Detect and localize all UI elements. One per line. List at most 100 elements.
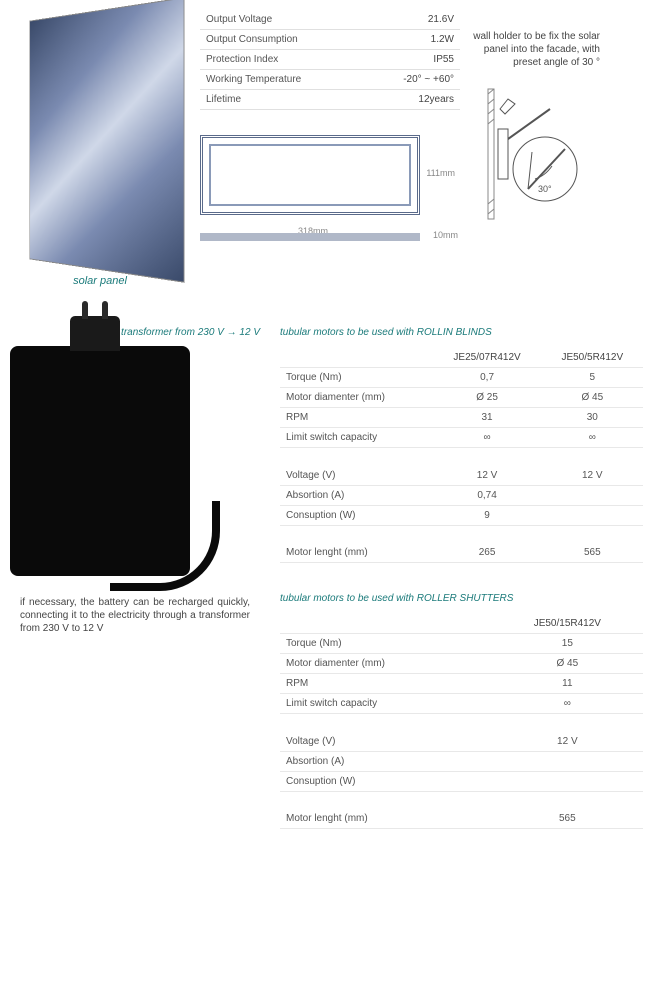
angle-label: 30° — [538, 184, 552, 194]
spec-value: -20° ~ +60° — [364, 70, 460, 90]
motor-value — [542, 485, 643, 505]
motor-col-header: JE50/5R412V — [542, 348, 643, 368]
spec-value: 12years — [364, 90, 460, 110]
motor-value — [492, 751, 643, 771]
side-view-drawing: 10mm — [200, 233, 420, 241]
spec-value: 1.2W — [364, 30, 460, 50]
motor-param: Consuption (W) — [280, 771, 492, 791]
wall-holder-diagram: 30° — [480, 84, 600, 224]
motor-tables-column: tubular motors to be used with ROLLIN BL… — [280, 327, 643, 859]
spec-name: Output Voltage — [200, 10, 364, 30]
spec-table: Output Voltage21.6VOutput Consumption1.2… — [200, 10, 460, 110]
spec-row: Output Consumption1.2W — [200, 30, 460, 50]
motor-row: Voltage (V)12 V — [280, 732, 643, 752]
motor-param: Torque (Nm) — [280, 634, 492, 654]
spec-name: Working Temperature — [200, 70, 364, 90]
motor-param: Absortion (A) — [280, 751, 492, 771]
motor-value: 565 — [492, 809, 643, 829]
motor-row: RPM3130 — [280, 408, 643, 428]
motor-value: Ø 45 — [542, 388, 643, 408]
wall-holder-note: wall holder to be fix the solar panel in… — [470, 30, 600, 69]
spec-row: Output Voltage21.6V — [200, 10, 460, 30]
front-view-drawing: 111mm 318mm — [200, 135, 420, 215]
spec-value: 21.6V — [364, 10, 460, 30]
motor-param: Motor diamenter (mm) — [280, 388, 433, 408]
motor-row: RPM11 — [280, 674, 643, 694]
motor-value: 12 V — [433, 466, 542, 486]
motor-row: Consuption (W)9 — [280, 505, 643, 525]
spec-name: Output Consumption — [200, 30, 364, 50]
motor-param: Motor lenght (mm) — [280, 809, 492, 829]
motor-value: 0,74 — [433, 485, 542, 505]
motor-row: Torque (Nm)15 — [280, 634, 643, 654]
motor-row: Absortion (A)0,74 — [280, 485, 643, 505]
spec-name: Lifetime — [200, 90, 364, 110]
motor-value — [492, 771, 643, 791]
motor-value: 30 — [542, 408, 643, 428]
motor-value: Ø 45 — [492, 654, 643, 674]
motor-param: Limit switch capacity — [280, 428, 433, 448]
motor-value: 9 — [433, 505, 542, 525]
motor-row: Motor lenght (mm)265565 — [280, 543, 643, 563]
motor-value: 0,7 — [433, 368, 542, 388]
motor-param: Motor diamenter (mm) — [280, 654, 492, 674]
motor-row: Motor lenght (mm)565 — [280, 809, 643, 829]
solar-panel-image — [29, 0, 184, 283]
bottom-section: transformer from 230 V → 12 V if necessa… — [10, 327, 643, 859]
motor-row: Voltage (V)12 V12 V — [280, 466, 643, 486]
motor-value — [542, 505, 643, 525]
dim-depth: 10mm — [433, 230, 458, 240]
motor-value: ∞ — [492, 694, 643, 714]
motor-value: 12 V — [542, 466, 643, 486]
motor-value: 31 — [433, 408, 542, 428]
motor-value: ∞ — [542, 428, 643, 448]
motor-value: 12 V — [492, 732, 643, 752]
spec-row: Working Temperature-20° ~ +60° — [200, 70, 460, 90]
motor-value: 15 — [492, 634, 643, 654]
motor-param: Consuption (W) — [280, 505, 433, 525]
motor-value: 11 — [492, 674, 643, 694]
spec-row: Lifetime12years — [200, 90, 460, 110]
spec-value: IP55 — [364, 50, 460, 70]
transformer-label: transformer from 230 V → 12 V — [10, 327, 260, 338]
motor-row: Motor diamenter (mm)Ø 25Ø 45 — [280, 388, 643, 408]
motor-param: Motor lenght (mm) — [280, 543, 433, 563]
transformer-column: transformer from 230 V → 12 V if necessa… — [10, 327, 260, 859]
spec-row: Protection IndexIP55 — [200, 50, 460, 70]
motor-row: Absortion (A) — [280, 751, 643, 771]
motor-param: RPM — [280, 408, 433, 428]
spec-column: Output Voltage21.6VOutput Consumption1.2… — [200, 10, 460, 287]
motor-value: 565 — [542, 543, 643, 563]
motor-row: Consuption (W) — [280, 771, 643, 791]
cord-icon — [110, 501, 220, 591]
motor-col-header: JE50/15R412V — [492, 614, 643, 634]
dim-height: 111mm — [426, 168, 455, 178]
motor-param: Torque (Nm) — [280, 368, 433, 388]
motor-value: Ø 25 — [433, 388, 542, 408]
motor-value: 5 — [542, 368, 643, 388]
motor-param: Voltage (V) — [280, 732, 492, 752]
panel-drawings: 111mm 318mm 10mm — [200, 135, 460, 241]
motor-row: Torque (Nm)0,75 — [280, 368, 643, 388]
roller-shutter-table: JE50/15R412V Torque (Nm)15Motor diamente… — [280, 614, 643, 829]
motor-value: 265 — [433, 543, 542, 563]
motor-value: ∞ — [433, 428, 542, 448]
plug-icon — [70, 316, 120, 351]
motor-row: Limit switch capacity∞∞ — [280, 428, 643, 448]
motor-row: Motor diamenter (mm)Ø 45 — [280, 654, 643, 674]
motor-param: Voltage (V) — [280, 466, 433, 486]
motor-param: Limit switch capacity — [280, 694, 492, 714]
motor-col-header: JE25/07R412V — [433, 348, 542, 368]
wall-holder-column: wall holder to be fix the solar panel in… — [470, 10, 600, 287]
top-section: solar panel Output Voltage21.6VOutput Co… — [10, 10, 643, 287]
motor-param: RPM — [280, 674, 492, 694]
motor-param: Absortion (A) — [280, 485, 433, 505]
spec-name: Protection Index — [200, 50, 364, 70]
roller-shutter-title: tubular motors to be used with ROLLER SH… — [280, 593, 643, 604]
solar-panel-label: solar panel — [73, 275, 127, 287]
rollin-blinds-table: JE25/07R412VJE50/5R412V Torque (Nm)0,75M… — [280, 348, 643, 563]
transformer-note: if necessary, the battery can be recharg… — [10, 596, 260, 635]
motor-row: Limit switch capacity∞ — [280, 694, 643, 714]
transformer-image — [10, 346, 190, 576]
solar-panel-column: solar panel — [10, 10, 190, 287]
